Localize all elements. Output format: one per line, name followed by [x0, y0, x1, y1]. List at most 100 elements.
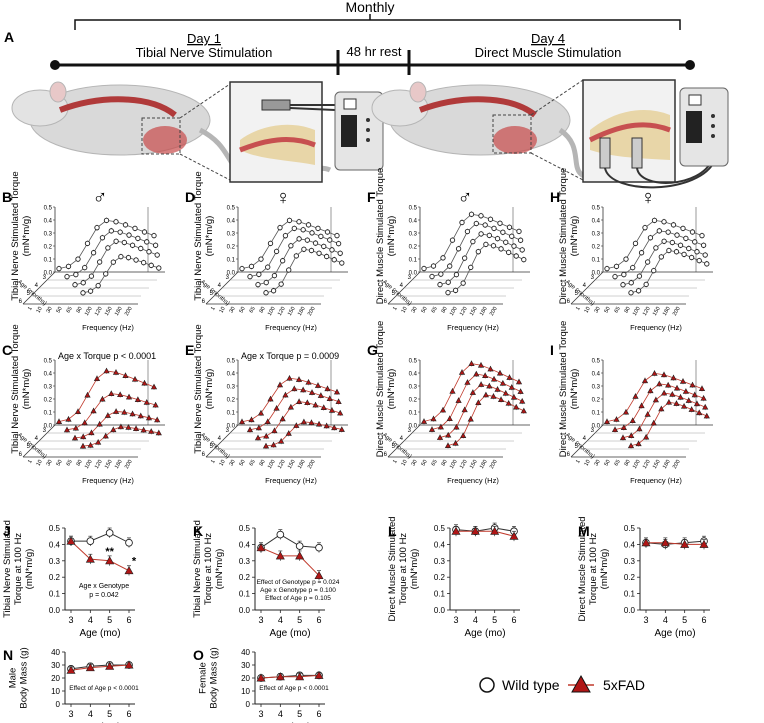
surface-point [113, 219, 119, 225]
surface-point [293, 253, 299, 259]
surface-point [265, 264, 271, 270]
surface-point [475, 399, 482, 405]
surface-point [129, 242, 136, 248]
surface-point [692, 239, 698, 245]
surface-point [660, 389, 668, 396]
surface-point [138, 245, 144, 252]
surface-point [110, 259, 116, 265]
data-point-5xfad [314, 570, 324, 580]
surface-point [134, 396, 141, 402]
x-tick-label: 80 [440, 459, 448, 467]
significance-star: ** [105, 546, 114, 558]
rest-label: 48 hr rest [347, 44, 402, 59]
timeline-panel: A Monthly Day 1 Tibial Nerve Stimulation… [4, 0, 729, 189]
y-axis-label-line1: Male [8, 668, 19, 689]
surface-point [126, 232, 132, 238]
surface-point [145, 414, 153, 421]
y-tick-label: 0 [246, 700, 251, 709]
surface-point [122, 372, 129, 378]
surface-point [121, 239, 127, 246]
surface-point [486, 382, 493, 389]
x-tick-label: 150 [287, 459, 297, 470]
age-tick-label: 6 [19, 452, 23, 458]
surface-point [494, 386, 501, 392]
y-tick-label: 0.3 [624, 557, 636, 566]
age-tick-label: 6 [384, 452, 388, 458]
surface-point [117, 423, 125, 430]
surface-point [152, 242, 159, 248]
surface-point [497, 220, 503, 226]
age-tick-label: 4 [35, 436, 39, 442]
data-point-wild-type [105, 529, 114, 537]
surface-point [696, 409, 703, 416]
surface-point [468, 264, 474, 271]
day1-desc: Tibial Nerve Stimulation [136, 45, 273, 60]
y-axis-label-line2: Torque at 100 Hz [13, 533, 24, 606]
x-tick-label: 200 [672, 306, 682, 317]
surface-point [460, 432, 467, 438]
surface-point [108, 390, 115, 397]
y-tick-label: 0.2 [227, 245, 236, 251]
x-tick-label: 10 [35, 459, 43, 467]
x-tick-label: 3 [68, 615, 73, 625]
surface-point [94, 225, 100, 231]
x-tick-label: 4 [88, 709, 93, 719]
y-tick-label: 0.1 [44, 411, 53, 417]
surface-point [674, 232, 680, 238]
surface-point [305, 222, 312, 228]
y-tick-label: 0.3 [44, 232, 53, 238]
y-tick-label: 0.4 [227, 372, 236, 378]
series-line-wild-type [70, 664, 129, 670]
surface-point [99, 395, 106, 402]
y-axis-label-line1: Direct Muscle Stimulated Torque [375, 321, 386, 458]
surface-point [519, 398, 526, 404]
surface-point [505, 249, 512, 256]
surface-point [503, 239, 509, 245]
surface-point [112, 369, 120, 375]
x-tick-label: 150 [469, 306, 479, 317]
x-tick-label: 5 [682, 615, 687, 625]
surface-point [437, 423, 444, 430]
data-point-5xfad [66, 536, 76, 545]
surface-point [688, 406, 695, 412]
age-tick-label: 3 [408, 428, 412, 434]
x-axis-label: Frequency (Hz) [82, 476, 134, 485]
x-tick-label: 3 [258, 615, 263, 625]
x-tick-label: 120 [459, 459, 469, 470]
surface-point [467, 415, 474, 422]
surface-point [661, 238, 667, 244]
surface-point [638, 250, 645, 256]
surface-point [337, 250, 343, 256]
x-tick-label: 180 [297, 459, 307, 470]
x-tick-label: 1 [210, 459, 217, 465]
age-tick-label: 4 [400, 283, 404, 289]
x-tick-label: 50 [55, 459, 63, 467]
panel-label-m: M [578, 523, 590, 539]
y-tick-label: 0.5 [44, 206, 53, 212]
surface-point [478, 213, 484, 219]
surface-point [702, 252, 708, 258]
y-axis-label: Tibial Nerve StimulatedTorque at 100 Hz(… [2, 520, 35, 618]
series-line-wild-type [71, 532, 130, 544]
x-tick-label: 150 [104, 306, 114, 317]
x-tick-label: 80 [623, 306, 631, 314]
y-tick-label: 0.1 [592, 411, 601, 417]
y-axis-label-line2: (mN*m/g) [569, 216, 580, 257]
legend-wild-type-label: Wild type [502, 677, 560, 693]
y-axis-label: Direct Muscle Stimulated Torque(mN*m/g) [375, 168, 397, 305]
x-tick-label: 80 [258, 459, 266, 467]
y-axis-label: Direct Muscle StimulatedTorque at 100 Hz… [577, 516, 610, 621]
surface-point [131, 376, 139, 382]
panel-label-h: H [550, 189, 560, 205]
surface-point [681, 251, 687, 258]
surface-point [603, 418, 611, 425]
surface-point [84, 391, 91, 398]
x-tick-label: 10 [218, 306, 226, 314]
surface-point [428, 426, 436, 432]
data-point-5xfad [509, 531, 519, 540]
surface-point [445, 431, 452, 438]
data-point-5xfad [699, 539, 709, 548]
panel-label-i: I [550, 342, 554, 358]
